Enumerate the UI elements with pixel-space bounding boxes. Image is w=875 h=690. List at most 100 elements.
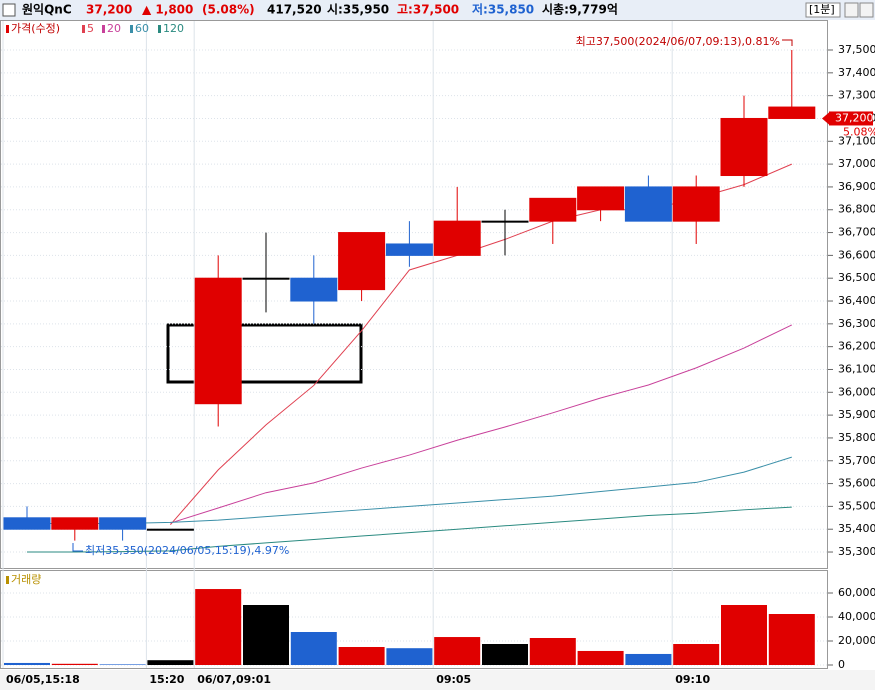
candle-body bbox=[720, 117, 768, 177]
volume-bar bbox=[51, 663, 98, 665]
y-tick-label: 36,500 bbox=[838, 271, 875, 284]
legend-label: 60 bbox=[135, 22, 149, 35]
change: ▲ 1,800 bbox=[142, 3, 193, 17]
price-marker-pct: 5.08% bbox=[843, 125, 875, 138]
y-tick-label: 37,300 bbox=[838, 89, 875, 102]
legend-swatch bbox=[6, 25, 9, 33]
candle-body bbox=[51, 517, 99, 530]
y-tick-label: 35,300 bbox=[838, 545, 875, 558]
candle-body bbox=[433, 220, 481, 256]
market-cap: 시총:9,779억 bbox=[542, 2, 618, 17]
x-tick-label: 09:10 bbox=[675, 673, 710, 686]
volume-bar bbox=[434, 637, 481, 665]
volume-bar bbox=[386, 648, 433, 665]
y-tick-label: 37,500 bbox=[838, 43, 875, 56]
y-tick-label: 35,700 bbox=[838, 454, 875, 467]
candle-body bbox=[194, 277, 242, 405]
x-tick-label: 06/05,15:18 bbox=[6, 673, 80, 686]
volume-bar bbox=[482, 644, 528, 665]
candle-body bbox=[481, 220, 529, 223]
volume-bar bbox=[721, 605, 767, 665]
annotation-high: 최고37,500(2024/06/07,09:13),0.81% bbox=[576, 35, 780, 48]
y-tick-label: 36,600 bbox=[838, 248, 875, 261]
candle-body bbox=[290, 277, 338, 302]
moving-average bbox=[27, 506, 792, 553]
volume-bar bbox=[577, 650, 624, 665]
y-tick-label: 36,100 bbox=[838, 362, 875, 375]
legend-swatch bbox=[82, 25, 85, 33]
y-tick-label: 35,500 bbox=[838, 499, 875, 512]
moving-average bbox=[170, 324, 793, 524]
maximize-button[interactable] bbox=[859, 2, 874, 18]
high: 고:37,500 bbox=[397, 3, 459, 17]
interval-button[interactable] bbox=[805, 2, 841, 18]
candle-body bbox=[529, 197, 577, 222]
y-tick-label: 40,000 bbox=[838, 610, 875, 623]
minimize-button[interactable] bbox=[844, 2, 859, 18]
price-marker bbox=[829, 111, 873, 126]
y-tick-label: 0 bbox=[838, 658, 845, 671]
y-tick-label: 20,000 bbox=[838, 634, 875, 647]
x-tick-label: 09:05 bbox=[436, 673, 471, 686]
y-tick-label: 35,400 bbox=[838, 522, 875, 535]
legend-swatch bbox=[130, 25, 133, 33]
open: 시:35,950 bbox=[327, 3, 389, 17]
y-tick-label: 37,000 bbox=[838, 157, 875, 170]
price-marker-arrow bbox=[822, 112, 829, 125]
interval: [1분] bbox=[809, 3, 835, 16]
x-tick-label: 15:20 bbox=[149, 673, 184, 686]
price-marker-label: 37,200 bbox=[835, 111, 874, 124]
candle-body bbox=[624, 186, 672, 222]
checkbox[interactable] bbox=[2, 3, 16, 17]
legend-swatch bbox=[158, 25, 161, 33]
legend-swatch bbox=[6, 576, 9, 584]
y-tick-label: 36,800 bbox=[838, 203, 875, 216]
volume-bar bbox=[768, 614, 815, 665]
annotation-arrow bbox=[782, 39, 793, 46]
legend-label: 120 bbox=[163, 22, 184, 35]
legend-label: 5 bbox=[87, 22, 94, 35]
volume-bar bbox=[4, 662, 50, 665]
volume: 417,520 bbox=[267, 3, 322, 17]
candle-body bbox=[768, 106, 816, 119]
annotation-low: 최저35,350(2024/06/05,15:19),4.97% bbox=[85, 544, 289, 557]
legend-label: 20 bbox=[107, 22, 121, 35]
volume-bar bbox=[529, 638, 576, 665]
candle-body bbox=[338, 232, 386, 291]
candle-body bbox=[242, 277, 290, 280]
y-tick-label: 35,900 bbox=[838, 408, 875, 421]
candle-body bbox=[672, 186, 720, 222]
y-tick-label: 35,600 bbox=[838, 477, 875, 490]
low: 저:35,850 bbox=[472, 2, 534, 17]
y-tick-label: 60,000 bbox=[838, 586, 875, 599]
volume-bar bbox=[99, 664, 146, 665]
volume-bar bbox=[243, 605, 289, 665]
volume-bar bbox=[625, 653, 672, 665]
legend-label: 가격(수정) bbox=[11, 22, 60, 35]
candle-body bbox=[3, 517, 51, 530]
stock-name: 원익QnC bbox=[22, 3, 72, 17]
y-tick-label: 36,400 bbox=[838, 294, 875, 307]
volume-bar bbox=[673, 644, 720, 665]
highlight-box bbox=[166, 323, 363, 384]
y-tick-label: 36,000 bbox=[838, 385, 875, 398]
volume-bar bbox=[195, 589, 242, 665]
price-pane bbox=[0, 20, 828, 569]
price: 37,200 bbox=[86, 3, 132, 17]
y-tick-label: 36,900 bbox=[838, 180, 875, 193]
moving-average bbox=[27, 456, 792, 525]
candle-body bbox=[99, 517, 147, 530]
change-pct: (5.08%) bbox=[202, 3, 255, 17]
y-tick-label: 35,800 bbox=[838, 431, 875, 444]
y-tick-label: 36,300 bbox=[838, 317, 875, 330]
y-axis bbox=[828, 20, 875, 670]
candle-body bbox=[146, 528, 194, 531]
legend-swatch bbox=[102, 25, 105, 33]
y-tick-label: 36,700 bbox=[838, 226, 875, 239]
y-tick-label: 37,400 bbox=[838, 66, 875, 79]
volume-bar bbox=[290, 632, 337, 665]
candle-body bbox=[385, 243, 433, 256]
header-bar bbox=[0, 0, 875, 20]
volume-bar bbox=[338, 647, 385, 665]
